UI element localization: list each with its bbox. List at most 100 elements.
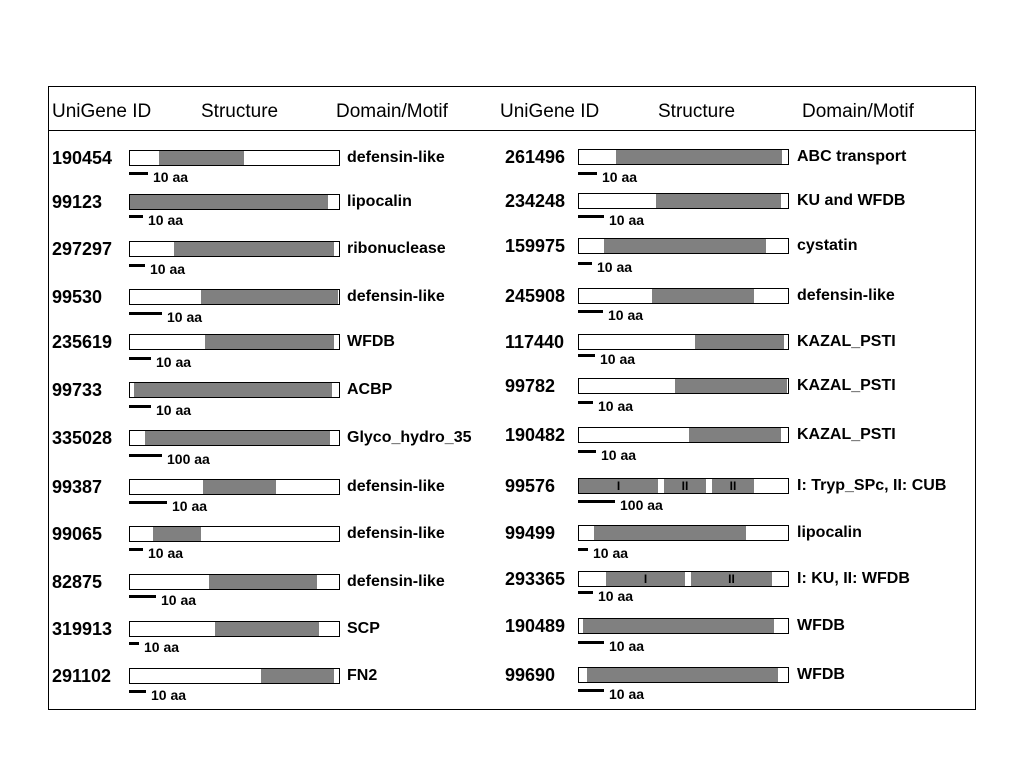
protein-structure-bar bbox=[129, 289, 340, 305]
unigene-id: 117440 bbox=[505, 332, 565, 352]
scale-label: 10 aa bbox=[597, 259, 633, 275]
protein-structure-bar bbox=[578, 149, 789, 165]
protein-structure-bar bbox=[578, 667, 789, 683]
scale-bar bbox=[129, 642, 139, 645]
domain-segment bbox=[594, 526, 746, 540]
unigene-id: 99065 bbox=[52, 524, 103, 544]
protein-structure-bar bbox=[129, 430, 340, 446]
header-divider bbox=[48, 130, 976, 131]
scale-bar bbox=[578, 354, 595, 357]
scale-bar bbox=[129, 405, 151, 408]
domain-numeral-label: II bbox=[681, 479, 689, 493]
domain-segment bbox=[261, 669, 334, 683]
unigene-id: 234248 bbox=[505, 191, 566, 211]
protein-structure-bar bbox=[129, 194, 340, 210]
scale-bar bbox=[129, 548, 143, 551]
scale-label: 10 aa bbox=[602, 169, 638, 185]
domain-motif-label: KU and WFDB bbox=[797, 192, 906, 209]
protein-structure-bar bbox=[129, 150, 340, 166]
unigene-id: 319913 bbox=[52, 619, 113, 639]
unigene-id: 99530 bbox=[52, 287, 103, 307]
protein-structure-bar bbox=[578, 238, 789, 254]
scale-bar bbox=[578, 548, 588, 551]
domain-motif-label: WFDB bbox=[797, 617, 845, 634]
protein-structure-bar bbox=[129, 526, 340, 542]
unigene-id: 190482 bbox=[505, 425, 566, 445]
unigene-id: 99499 bbox=[505, 523, 556, 543]
unigene-id: 159975 bbox=[505, 236, 566, 256]
unigene-id: 261496 bbox=[505, 147, 566, 167]
protein-structure-bar bbox=[578, 288, 789, 304]
scale-bar bbox=[578, 450, 596, 453]
scale-label: 10 aa bbox=[172, 498, 208, 514]
domain-motif-label: cystatin bbox=[797, 237, 858, 254]
scale-bar bbox=[129, 264, 145, 267]
scale-bar bbox=[129, 501, 167, 504]
domain-motif-label: defensin-like bbox=[797, 287, 895, 304]
domain-motif-label: WFDB bbox=[797, 666, 845, 683]
scale-bar bbox=[129, 454, 162, 457]
unigene-id: 99387 bbox=[52, 477, 103, 497]
header-unigene-right: UniGene ID bbox=[500, 101, 600, 122]
protein-structure-bar bbox=[129, 621, 340, 637]
scale-label: 10 aa bbox=[593, 545, 629, 561]
domain-segment bbox=[579, 479, 658, 493]
scale-label: 100 aa bbox=[620, 497, 663, 513]
protein-structure-bar bbox=[578, 378, 789, 394]
unigene-id: 335028 bbox=[52, 428, 113, 448]
protein-structure-bar bbox=[129, 334, 340, 350]
domain-segment bbox=[656, 194, 781, 208]
domain-segment bbox=[695, 335, 784, 349]
scale-label: 10 aa bbox=[150, 261, 186, 277]
domain-numeral-label: II bbox=[729, 479, 737, 493]
domain-motif-label: KAZAL_PSTI bbox=[797, 426, 896, 443]
scale-bar bbox=[129, 215, 143, 218]
unigene-id: 99123 bbox=[52, 192, 103, 212]
scale-bar bbox=[129, 312, 162, 315]
domain-segment bbox=[606, 572, 685, 586]
domain-segment bbox=[145, 431, 330, 445]
unigene-id: 99690 bbox=[505, 665, 556, 685]
domain-segment bbox=[652, 289, 754, 303]
scale-bar bbox=[129, 172, 148, 175]
unigene-id: 297297 bbox=[52, 239, 113, 259]
header-domain-right: Domain/Motif bbox=[802, 101, 914, 122]
scale-label: 10 aa bbox=[148, 212, 184, 228]
scale-label: 10 aa bbox=[144, 639, 180, 655]
domain-motif-label: I: KU, II: WFDB bbox=[797, 570, 910, 587]
domain-motif-label: SCP bbox=[347, 620, 380, 637]
protein-structure-bar: I II II bbox=[578, 478, 789, 494]
unigene-id: 99782 bbox=[505, 376, 556, 396]
scale-label: 10 aa bbox=[609, 638, 645, 654]
domain-motif-label: defensin-like bbox=[347, 525, 445, 542]
scale-label: 10 aa bbox=[608, 307, 644, 323]
unigene-id: 190454 bbox=[52, 148, 113, 168]
scale-bar bbox=[129, 690, 146, 693]
domain-segment bbox=[689, 428, 781, 442]
domain-segment bbox=[587, 668, 778, 682]
protein-structure-bar bbox=[578, 334, 789, 350]
unigene-id: 99733 bbox=[52, 380, 103, 400]
domain-segment bbox=[134, 383, 332, 397]
protein-structure-bar: I II bbox=[578, 571, 789, 587]
domain-segment bbox=[205, 335, 334, 349]
domain-segment bbox=[203, 480, 276, 494]
scale-label: 10 aa bbox=[609, 686, 645, 702]
scale-label: 10 aa bbox=[167, 309, 203, 325]
protein-structure-bar bbox=[578, 193, 789, 209]
scale-label: 10 aa bbox=[151, 687, 187, 703]
domain-segment bbox=[616, 150, 782, 164]
domain-segment bbox=[209, 575, 317, 589]
scale-label: 10 aa bbox=[156, 402, 192, 418]
protein-structure-bar bbox=[578, 525, 789, 541]
scale-bar bbox=[129, 595, 156, 598]
scale-label: 10 aa bbox=[600, 351, 636, 367]
domain-motif-label: FN2 bbox=[347, 667, 378, 684]
protein-structure-bar bbox=[129, 574, 340, 590]
domain-motif-label: I: Tryp_SPc, II: CUB bbox=[797, 477, 947, 494]
unigene-id: 82875 bbox=[52, 572, 103, 592]
domain-segment bbox=[604, 239, 766, 253]
domain-motif-label: defensin-like bbox=[347, 149, 445, 166]
header-unigene-left: UniGene ID bbox=[52, 101, 152, 122]
unigene-id: 235619 bbox=[52, 332, 113, 352]
